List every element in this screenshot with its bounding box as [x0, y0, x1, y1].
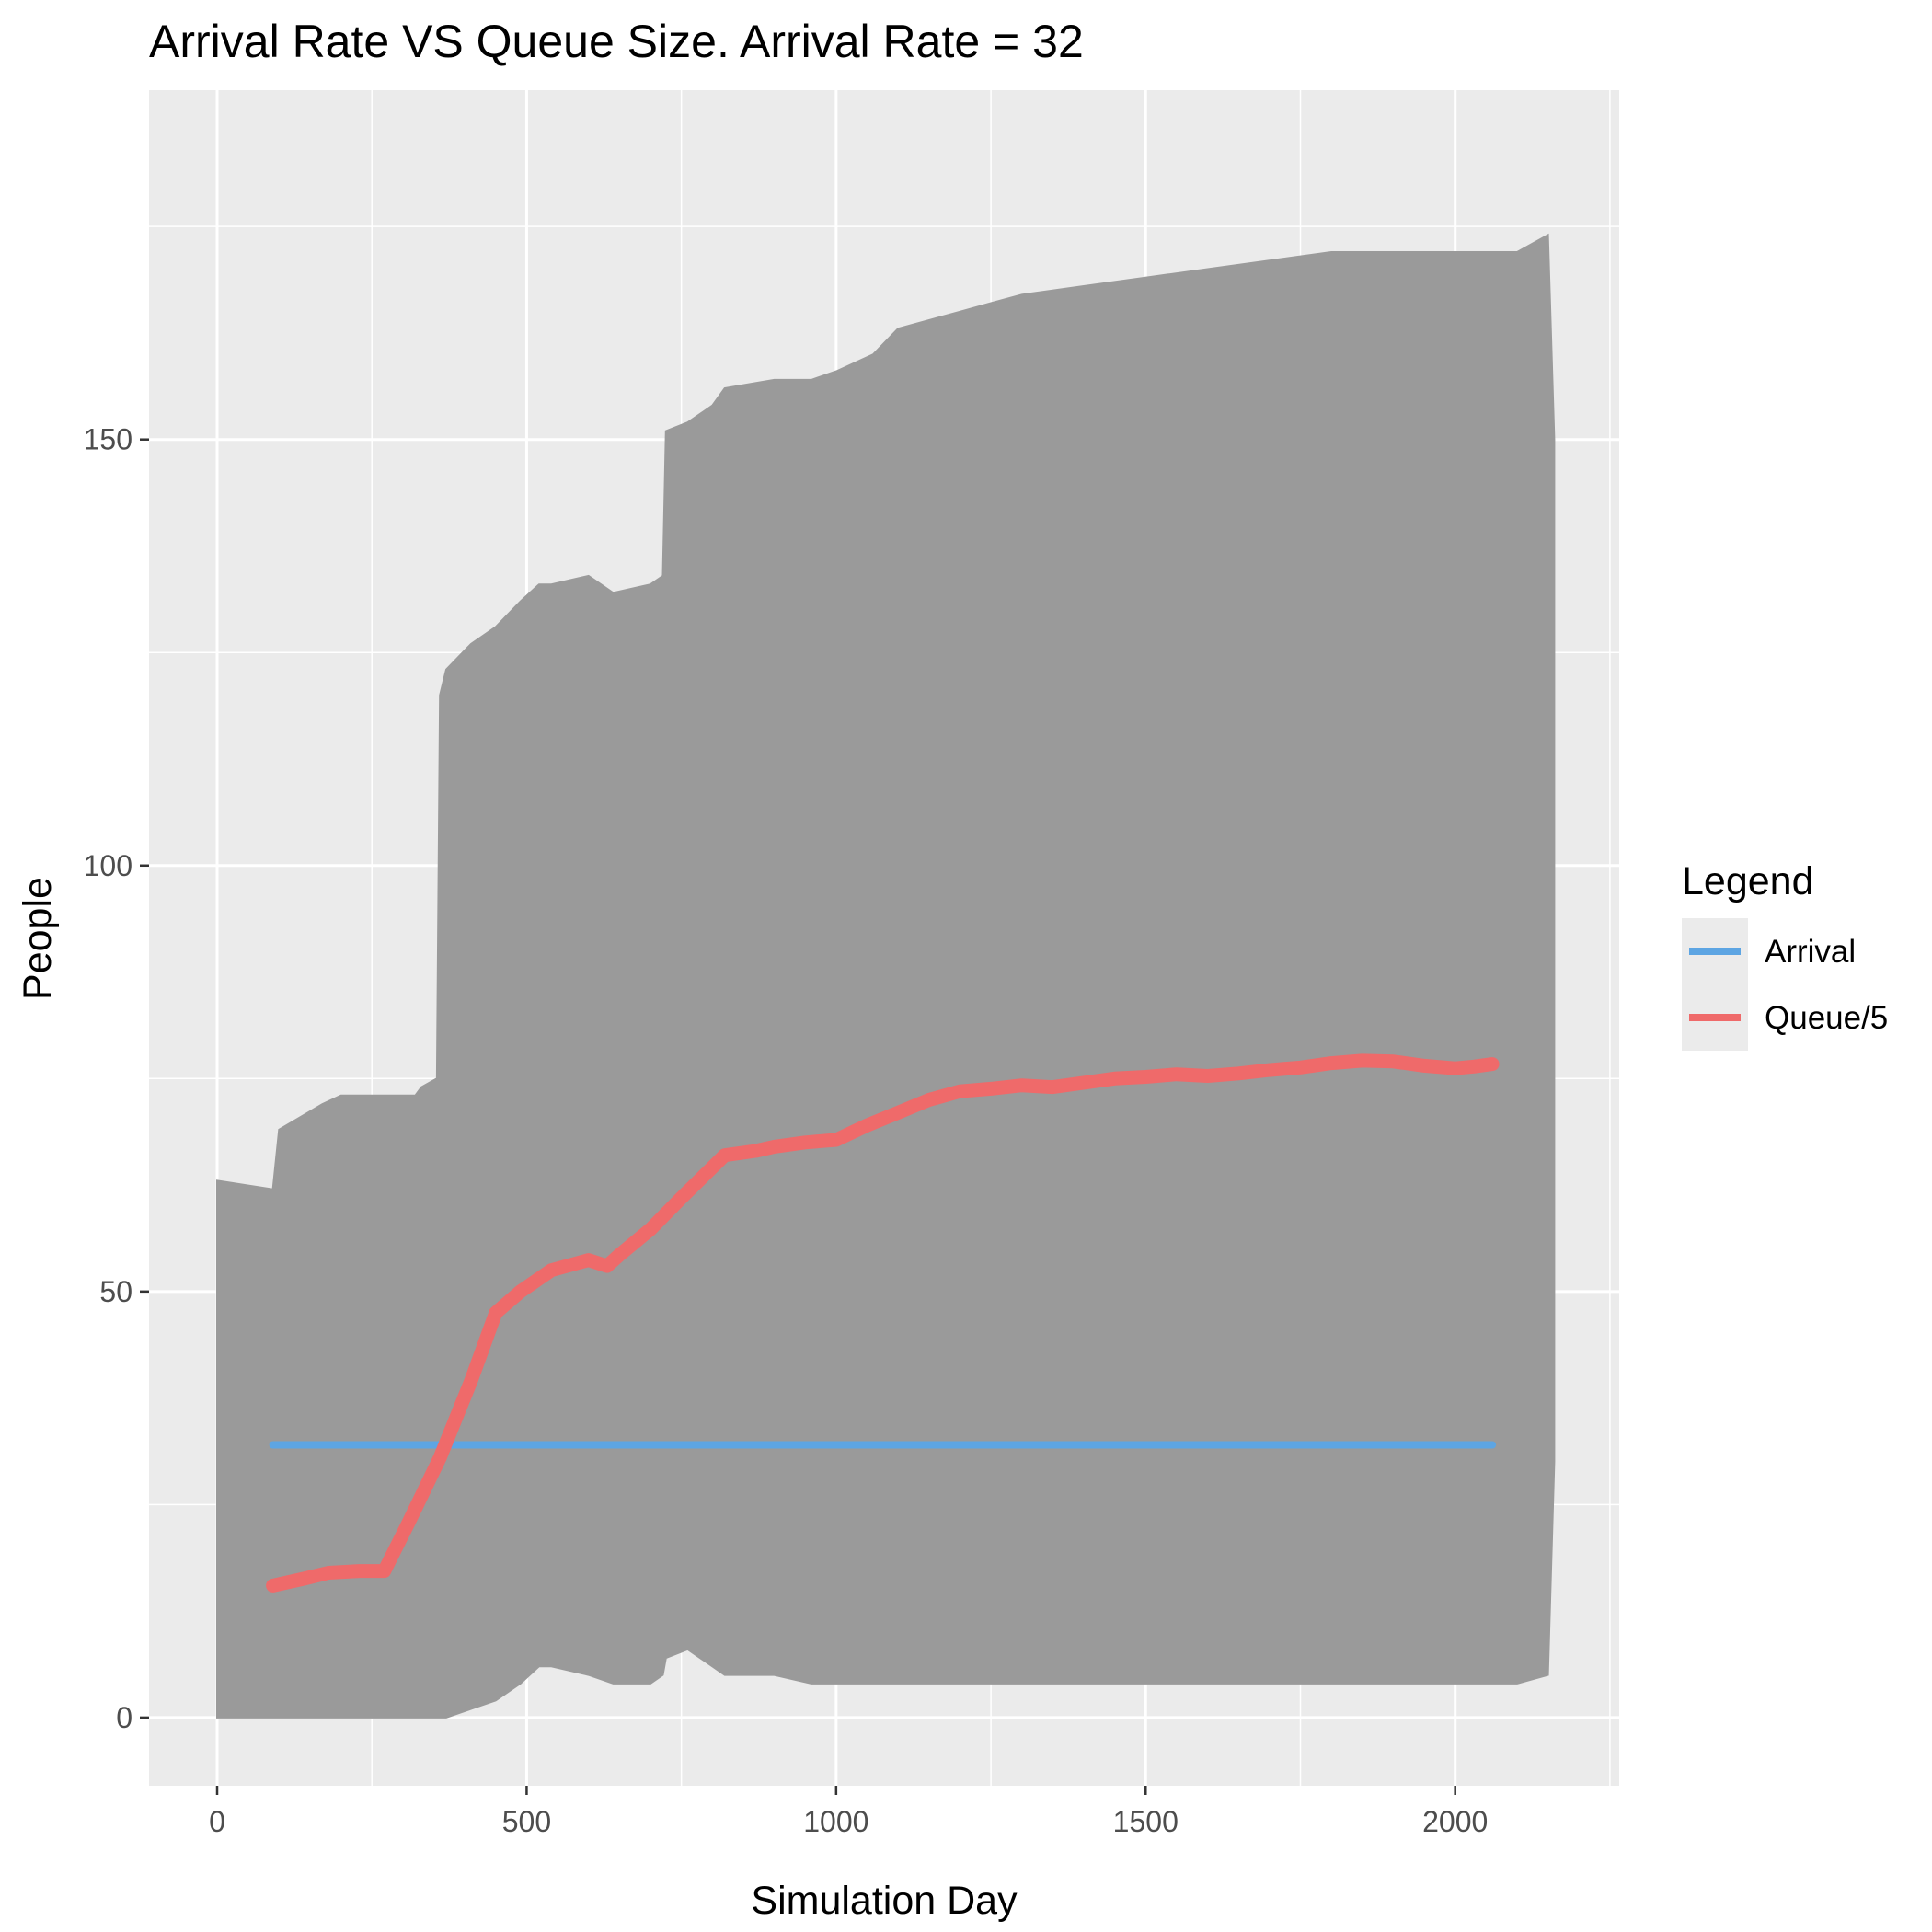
x-tick-label: 1000 — [803, 1805, 868, 1838]
legend-title: Legend — [1682, 859, 1814, 903]
legend-key-background — [1682, 918, 1748, 1051]
y-tick-label: 100 — [84, 849, 132, 882]
y-axis: 0 50 100 150 — [84, 423, 149, 1734]
series-lines — [266, 1053, 1500, 1593]
x-tick-label: 0 — [209, 1805, 225, 1838]
x-tick-label: 1500 — [1113, 1805, 1179, 1838]
legend-label-arrival: Arrival — [1765, 934, 1856, 970]
queue-data-band — [216, 233, 1556, 1719]
y-tick-label: 0 — [116, 1701, 132, 1734]
y-tick-label: 150 — [84, 423, 132, 456]
series-line-queue-5 — [266, 1053, 1500, 1593]
queue-band-area — [216, 233, 1556, 1719]
legend-label-queue: Queue/5 — [1765, 1000, 1888, 1036]
legend: Legend Arrival Queue/5 — [1682, 859, 1888, 1051]
x-tick-label: 2000 — [1422, 1805, 1488, 1838]
x-axis-title: Simulation Day — [751, 1879, 1018, 1923]
chart-title: Arrival Rate VS Queue Size. Arrival Rate… — [149, 16, 1084, 67]
y-axis-title: People — [16, 877, 60, 1000]
x-axis: 0 500 1000 1500 2000 — [209, 1786, 1488, 1838]
x-tick-label: 500 — [502, 1805, 551, 1838]
y-tick-label: 50 — [99, 1275, 132, 1308]
